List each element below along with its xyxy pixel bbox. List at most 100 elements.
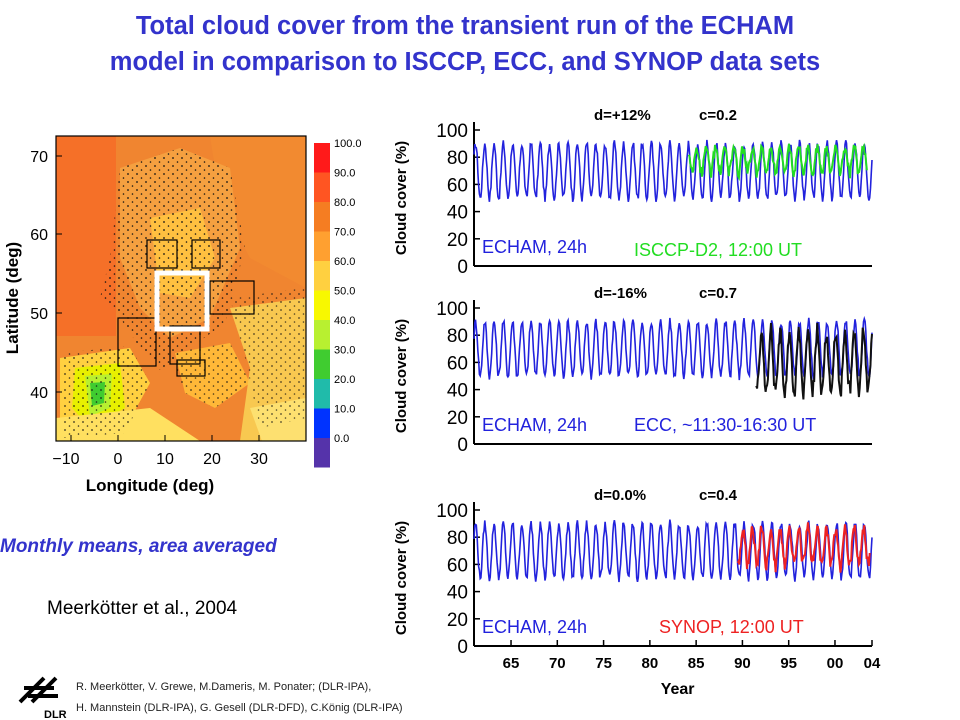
y-tick-label: 60 [447, 555, 468, 576]
colorbar-label: 60.0 [334, 256, 355, 268]
c-statistic: c=0.7 [699, 285, 737, 302]
map-y-label: Latitude (deg) [3, 242, 22, 354]
colorbar-swatch [314, 202, 330, 232]
observation-series-line [755, 322, 873, 400]
y-tick-label: 20 [447, 230, 468, 251]
colorbar-swatch [314, 261, 330, 291]
x-tick-label: 70 [549, 655, 566, 672]
colorbar-label: 80.0 [334, 197, 355, 209]
region-box [209, 280, 255, 315]
y-tick-label: 60 [447, 175, 468, 196]
lon-tick-label: 0 [114, 451, 123, 468]
y-tick-label: 100 [436, 501, 468, 522]
lat-tick-label: 60 [30, 227, 48, 244]
colorbar-swatch [314, 143, 330, 173]
y-tick-label: 40 [447, 203, 468, 224]
cloud-cover-map: 70 60 50 40 −10 0 10 20 30 Longitude (de… [0, 108, 372, 500]
colorbar-label: 90.0 [334, 168, 355, 180]
region-box [191, 239, 221, 269]
d-statistic: d=-16% [594, 285, 647, 302]
y-tick-label: 80 [447, 528, 468, 549]
y-tick-label: 40 [447, 583, 468, 604]
colorbar-swatch [314, 438, 330, 468]
y-tick-label: 80 [447, 148, 468, 169]
x-tick-label: 85 [688, 655, 705, 672]
subtitle: Monthly means, area averaged [0, 536, 277, 557]
y-axis-label: Cloud cover (%) [393, 521, 410, 635]
map-x-label: Longitude (deg) [86, 476, 214, 495]
colorbar-label: 0.0 [334, 433, 349, 445]
x-axis: 65 70 75 80 85 90 95 00 04 Year [503, 640, 881, 698]
d-statistic: d=+12% [594, 107, 651, 124]
colorbar-swatch [314, 408, 330, 438]
y-tick-label: 40 [447, 381, 468, 402]
y-tick-label: 100 [436, 299, 468, 320]
model-series-label: ECHAM, 24h [482, 617, 587, 637]
colorbar-label: 40.0 [334, 315, 355, 327]
observation-series-label: ECC, ~11:30-16:30 UT [634, 415, 816, 435]
citation: Meerkötter et al., 2004 [47, 598, 238, 619]
y-tick-label: 80 [447, 326, 468, 347]
y-tick-label: 0 [457, 637, 468, 658]
longitude-ticks: −10 0 10 20 30 [52, 435, 268, 468]
model-series-line [473, 519, 873, 583]
x-tick-label: 80 [642, 655, 659, 672]
colorbar-swatch [314, 349, 330, 379]
y-axis-label: Cloud cover (%) [393, 141, 410, 255]
colorbar-label: 20.0 [334, 374, 355, 386]
colorbar-label: 100.0 [334, 138, 362, 150]
x-tick-label: 00 [827, 655, 844, 672]
credits: R. Meerkötter, V. Grewe, M.Dameris, M. P… [76, 677, 403, 719]
credits-line-2: H. Mannstein (DLR-IPA), G. Gesell (DLR-D… [76, 702, 403, 714]
colorbar-swatch [314, 320, 330, 350]
y-tick-label: 20 [447, 610, 468, 631]
x-tick-label: 65 [503, 655, 520, 672]
colorbar-label: 70.0 [334, 227, 355, 239]
credits-line-1: R. Meerkötter, V. Grewe, M.Dameris, M. P… [76, 681, 372, 693]
colorbar-label: 30.0 [334, 345, 355, 357]
model-series-label: ECHAM, 24h [482, 415, 587, 435]
svg-text:DLR: DLR [44, 709, 67, 720]
c-statistic: c=0.2 [699, 107, 737, 124]
x-tick-label: 04 [864, 655, 881, 672]
y-tick-label: 0 [457, 257, 468, 278]
model-series-line [473, 315, 873, 381]
observation-series-label: SYNOP, 12:00 UT [659, 617, 804, 637]
map-figure: 70 60 50 40 −10 0 10 20 30 Longitude (de… [3, 135, 362, 495]
observation-series-label: ISCCP-D2, 12:00 UT [634, 240, 802, 260]
x-axis-label: Year [661, 681, 695, 698]
region-box [146, 239, 178, 269]
model-series-label: ECHAM, 24h [482, 237, 587, 257]
lat-tick-label: 40 [30, 385, 48, 402]
title-line-1: Total cloud cover from the transient run… [135, 12, 795, 40]
model-series-line [473, 139, 873, 203]
y-tick-label: 60 [447, 353, 468, 374]
x-tick-label: 95 [780, 655, 797, 672]
observation-series-line [687, 142, 868, 182]
time-series-figure: d=+12% c=0.2 100 80 60 40 20 0 Cloud cover (%) EC… [393, 107, 881, 698]
colorbar-label: 10.0 [334, 404, 355, 416]
colorbar: 100.0 90.0 80.0 70.0 60.0 50.0 40.0 30.0 20.0 10.… [314, 138, 362, 468]
y-tick-label: 20 [447, 408, 468, 429]
region-box [176, 359, 206, 377]
colorbar-label: 50.0 [334, 286, 355, 298]
time-series-panel: d=+12% c=0.2 100 80 60 40 20 0 Cloud cover (%) EC… [393, 107, 873, 278]
colorbar-swatch [314, 172, 330, 202]
y-tick-label: 100 [436, 121, 468, 142]
y-axis-label: Cloud cover (%) [393, 319, 410, 433]
y-tick-label: 0 [457, 435, 468, 456]
page-title: Total cloud cover from the transient run… [0, 8, 930, 80]
colorbar-swatch [314, 290, 330, 320]
observation-series-line [736, 522, 871, 573]
c-statistic: c=0.4 [699, 487, 738, 504]
lat-tick-label: 50 [30, 306, 48, 323]
x-tick-label: 90 [734, 655, 751, 672]
latitude-ticks: 70 60 50 40 [30, 149, 62, 402]
time-series-panel: d=0.0% c=0.4 100 80 60 40 20 0 Cloud cover (%) EC… [393, 487, 873, 658]
title-line-2: model in comparison to ISCCP, ECC, and S… [109, 48, 821, 76]
highlighted-region-box [154, 270, 210, 332]
lon-tick-label: 10 [156, 451, 174, 468]
lon-tick-label: −10 [52, 451, 79, 468]
lat-tick-label: 70 [30, 149, 48, 166]
lon-tick-label: 20 [203, 451, 221, 468]
